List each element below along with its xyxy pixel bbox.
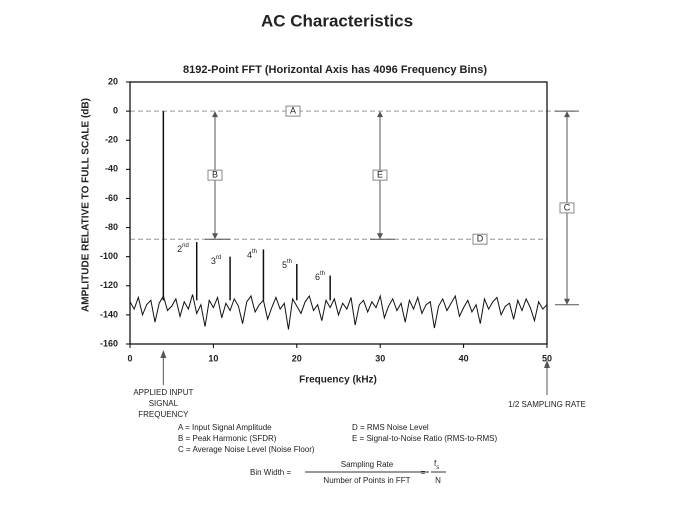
reference-label-box: [285, 105, 301, 117]
harmonic-suffix: th: [252, 249, 257, 255]
y-tick-label: 20: [108, 76, 118, 86]
harmonic-suffix: th: [320, 271, 325, 277]
harmonic-suffix: rd: [216, 255, 221, 261]
chart-title: 8192-Point FFT (Horizontal Axis has 4096…: [183, 64, 487, 76]
note-text: C = Average Noise Level (Noise Floor): [178, 445, 315, 454]
formula-text: Bin Width =: [250, 468, 291, 477]
y-axis-label: AMPLITUDE RELATIVE TO FULL SCALE (dB): [81, 98, 92, 312]
y-tick-label: 0: [113, 105, 118, 115]
formula-text: N: [435, 476, 441, 485]
harmonic-suffix: nd: [182, 243, 189, 249]
arrow-head: [544, 360, 550, 368]
harmonic-number: 6: [315, 272, 320, 282]
span-label: B: [212, 170, 218, 180]
span-label-box: [372, 169, 388, 181]
harmonic-number: 5: [282, 260, 287, 270]
x-tick-label: 40: [459, 353, 469, 363]
y-tick-label: -20: [105, 135, 118, 145]
harmonic-label: 2nd: [177, 243, 189, 255]
x-axis-label: Frequency (kHz): [299, 375, 377, 386]
harmonic-label: 5th: [282, 259, 292, 271]
formula-text: =: [421, 468, 426, 477]
span-label: C: [564, 202, 571, 212]
callout-text: 1/2 SAMPLING RATE: [508, 400, 586, 409]
note-text: E = Signal-to-Noise Ratio (RMS-to-RMS): [352, 434, 497, 443]
y-tick-label: -100: [100, 251, 118, 261]
span-label: E: [377, 170, 383, 180]
span-label-box: [559, 202, 575, 214]
x-tick-label: 30: [375, 353, 385, 363]
harmonic-number: 4: [247, 250, 252, 260]
span-label-box: [207, 169, 223, 181]
noise-line: [129, 294, 548, 330]
y-tick-label: -60: [105, 193, 118, 203]
y-tick-label: -80: [105, 222, 118, 232]
reference-label: A: [290, 105, 296, 115]
formula-text: fs: [434, 459, 439, 470]
x-tick-label: 10: [208, 353, 218, 363]
y-tick-label: -140: [100, 309, 118, 319]
y-tick-label: -120: [100, 280, 118, 290]
note-text: B = Peak Harmonic (SFDR): [178, 434, 277, 443]
callout-text: SIGNAL: [149, 399, 179, 408]
page-title: AC Characteristics: [261, 11, 413, 30]
note-text: D = RMS Noise Level: [352, 423, 429, 432]
y-tick-label: -160: [100, 338, 118, 348]
x-tick-label: 50: [542, 353, 552, 363]
formula-text: Number of Points in FFT: [323, 476, 410, 485]
harmonic-label: 4th: [247, 249, 257, 261]
formula-sub: s: [436, 465, 439, 471]
harmonic-label: 6th: [315, 271, 325, 283]
harmonic-number: 2: [177, 244, 182, 254]
reference-label-box: [472, 233, 488, 245]
x-tick-label: 0: [127, 353, 132, 363]
callout-text: APPLIED INPUT: [133, 388, 193, 397]
reference-label: D: [477, 234, 484, 244]
plot-frame: [129, 81, 548, 345]
formula-text: Sampling Rate: [341, 460, 394, 469]
callout-text: FREQUENCY: [138, 410, 189, 419]
note-text: A = Input Signal Amplitude: [178, 423, 272, 432]
harmonic-number: 3: [211, 256, 216, 266]
formula-f: f: [434, 459, 437, 468]
y-tick-label: -40: [105, 164, 118, 174]
arrow-head: [160, 350, 167, 358]
x-tick-label: 20: [292, 353, 302, 363]
harmonic-suffix: th: [287, 259, 292, 265]
harmonic-label: 3rd: [211, 255, 221, 267]
